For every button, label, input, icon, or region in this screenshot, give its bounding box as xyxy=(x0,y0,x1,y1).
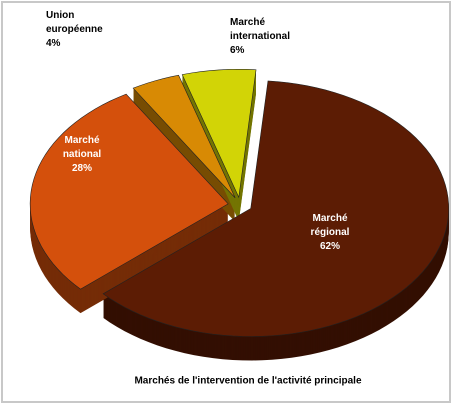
slice-label: Union européenne 4% xyxy=(46,10,103,49)
chart-title: Marchés de l'intervention de l'activité … xyxy=(134,376,361,387)
slice-label-name: Marché régional xyxy=(311,213,350,238)
label-line: international xyxy=(230,31,290,42)
slice-label-name: Marché international xyxy=(230,17,290,42)
pie-slice xyxy=(181,68,257,199)
slice-value-label: 6% xyxy=(230,45,245,56)
slice-label: Marché national 28% xyxy=(63,135,102,174)
slice-value-label: 62% xyxy=(320,241,340,252)
slice-value-label: 4% xyxy=(46,38,61,49)
label-line: national xyxy=(63,149,102,160)
pie-slice xyxy=(102,80,450,337)
slice-label: Marché international 6% xyxy=(230,17,290,56)
label-line: Marché xyxy=(64,135,99,146)
label-line: Union xyxy=(46,10,74,21)
label-line: régional xyxy=(311,227,350,238)
pie-slice xyxy=(132,74,236,199)
slice-label: Marché régional 62% xyxy=(311,213,350,252)
label-line: Marché xyxy=(230,17,265,28)
slice-value-label: 28% xyxy=(72,163,92,174)
slice-label-name: Marché national xyxy=(63,135,102,160)
label-line: Marché xyxy=(312,213,347,224)
pie-slice xyxy=(29,93,229,290)
slice-label-name: Union européenne xyxy=(46,10,103,35)
label-line: européenne xyxy=(46,24,103,35)
